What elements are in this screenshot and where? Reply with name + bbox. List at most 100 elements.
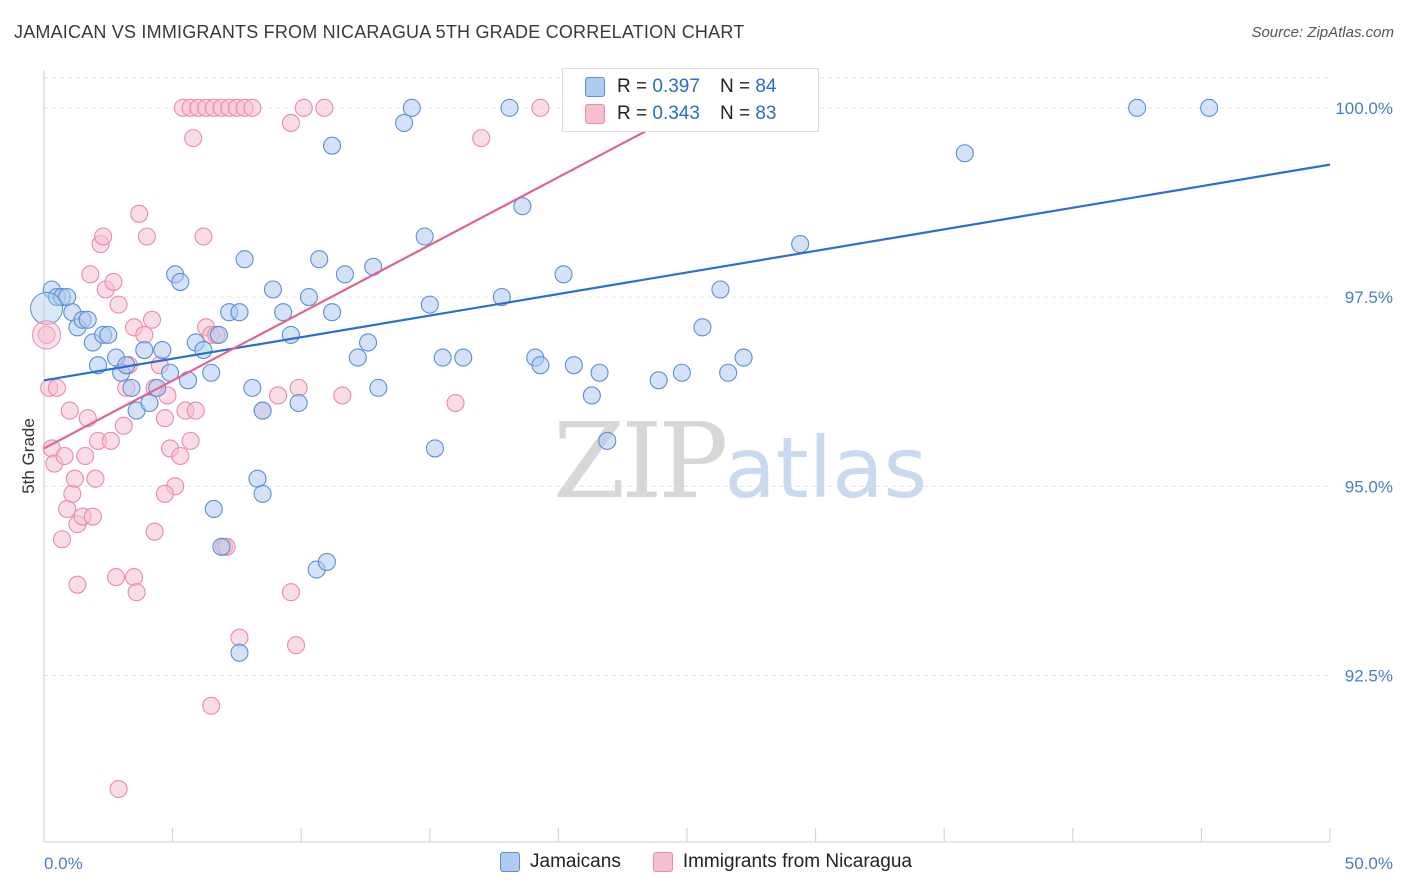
legend-r-value: 0.343 [652, 103, 700, 124]
point-jamaican [30, 291, 64, 325]
point-jamaican [253, 484, 272, 503]
trend-lines [43, 122, 1331, 450]
stats-legend: R = 0.397 N = 84 R = 0.343 N = 83 [562, 68, 819, 132]
point-nicaragua [171, 446, 190, 466]
point-jamaican [582, 386, 601, 405]
point-nicaragua [127, 583, 146, 602]
legend-swatch-nicaragua [585, 104, 605, 124]
y-tick-label: 100.0% [1335, 99, 1393, 118]
point-jamaican [253, 401, 272, 420]
point-jamaican [402, 98, 421, 117]
point-nicaragua [106, 568, 126, 587]
point-nicaragua [76, 446, 95, 466]
point-nicaragua [315, 98, 334, 117]
zipatlas-watermark: ZIPatlas [553, 400, 927, 522]
point-nicaragua [47, 378, 66, 397]
series-label-jamaicans: Jamaicans [530, 851, 621, 872]
watermark-zip: ZIP [553, 400, 728, 522]
point-jamaican [212, 537, 231, 556]
legend-n-label: N = [719, 103, 751, 124]
point-nicaragua [65, 469, 84, 488]
point-nicaragua [114, 416, 133, 435]
point-jamaican [99, 325, 118, 344]
point-nicaragua [60, 401, 79, 420]
point-nicaragua [101, 431, 120, 450]
point-nicaragua [135, 325, 154, 344]
point-nicaragua [55, 446, 74, 466]
point-nicaragua [58, 499, 77, 519]
point-jamaican [955, 144, 974, 163]
point-jamaican [500, 98, 519, 117]
point-jamaican [310, 250, 329, 269]
x-tick-label: 0.0% [44, 854, 83, 873]
point-nicaragua [184, 129, 203, 148]
point-jamaican [359, 333, 378, 352]
y-tick-label: 97.5% [1345, 288, 1393, 307]
point-jamaican [492, 288, 511, 307]
series-legend-jamaicans[interactable]: Jamaicans [500, 851, 621, 873]
point-jamaican [711, 280, 730, 299]
point-jamaican [323, 136, 342, 155]
point-jamaican [230, 303, 249, 322]
point-jamaican [248, 469, 267, 488]
point-jamaican [649, 371, 668, 390]
point-nicaragua [37, 325, 56, 344]
point-nicaragua [124, 568, 144, 587]
point-jamaican [178, 371, 198, 390]
point-jamaican [415, 227, 434, 246]
axes [43, 70, 1331, 843]
point-jamaican [230, 643, 249, 662]
point-jamaican [369, 378, 388, 397]
point-jamaican [1128, 98, 1147, 117]
point-nicaragua [86, 469, 105, 488]
point-nicaragua [333, 386, 352, 405]
axis-labels: 92.5% 95.0% 97.5% 100.0% 0.0% 50.0% 5th Grade [19, 99, 1393, 873]
point-jamaican [317, 552, 336, 572]
point-jamaican [209, 325, 228, 344]
point-nicaragua [145, 522, 164, 541]
trend-line-jamaican [43, 163, 1331, 382]
y-tick-label: 95.0% [1345, 477, 1393, 496]
series-swatch-nicaragua [652, 852, 673, 872]
point-jamaican [171, 272, 190, 291]
point-jamaican [194, 340, 213, 360]
point-nicaragua [130, 204, 149, 223]
point-jamaican [672, 363, 691, 382]
point-nicaragua [94, 227, 113, 246]
point-jamaican [598, 431, 617, 450]
legend-row-nicaragua: R = 0.343 N = 83 [585, 102, 776, 126]
y-axis-label: 5th Grade [19, 418, 38, 494]
point-jamaican [335, 265, 354, 284]
point-nicaragua [531, 98, 550, 117]
point-nicaragua [68, 575, 87, 594]
chart-title: JAMAICAN VS IMMIGRANTS FROM NICARAGUA 5T… [14, 22, 745, 42]
legend-swatch-jamaicans [585, 77, 605, 97]
point-jamaican [274, 303, 293, 322]
point-nicaragua [109, 295, 128, 314]
data-points [30, 98, 1219, 799]
point-nicaragua [269, 386, 288, 405]
point-nicaragua [142, 310, 162, 329]
point-jamaican [513, 197, 532, 216]
point-jamaican [263, 280, 282, 299]
point-jamaican [323, 303, 342, 322]
point-jamaican [433, 348, 452, 367]
x-tick-label: 50.0% [1345, 854, 1393, 873]
point-jamaican [153, 340, 172, 360]
series-swatch-jamaicans [500, 852, 520, 872]
point-nicaragua [230, 628, 249, 647]
point-jamaican [395, 113, 414, 133]
point-jamaican [531, 356, 550, 375]
point-nicaragua [472, 129, 491, 148]
y-tick-label: 92.5% [1345, 666, 1393, 685]
point-jamaican [564, 356, 583, 375]
series-legend-nicaragua[interactable]: Immigrants from Nicaragua [652, 851, 912, 873]
legend-n-label: N = [719, 76, 751, 97]
point-nicaragua [78, 409, 97, 428]
point-nicaragua [202, 696, 221, 715]
trend-line-nicaragua [43, 122, 662, 450]
point-jamaican [289, 393, 308, 413]
point-nicaragua [155, 409, 174, 428]
point-nicaragua [446, 393, 465, 413]
